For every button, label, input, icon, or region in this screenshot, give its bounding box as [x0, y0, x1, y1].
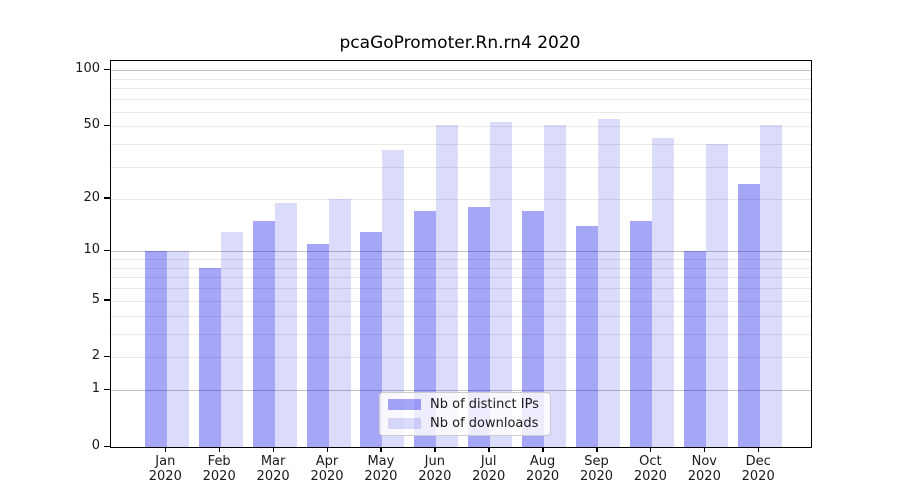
bar-downloads-feb — [220, 231, 243, 447]
x-tick-label-aug: Aug 2020 — [526, 454, 560, 484]
y-tick-mark — [104, 249, 110, 252]
gridline-minor — [111, 198, 811, 200]
bar-downloads-dec — [759, 124, 782, 447]
gridline-major — [111, 251, 811, 253]
y-tick-label: 100 — [75, 61, 100, 77]
gridline-minor — [111, 259, 811, 261]
bar-distinct-ips-jan — [144, 251, 167, 447]
gridline-minor — [111, 144, 811, 145]
y-tick-mark — [104, 68, 110, 71]
bar-distinct-ips-dec — [737, 184, 760, 447]
legend: Nb of distinct IPs Nb of downloads — [379, 392, 551, 436]
x-tick-mark — [434, 447, 436, 452]
gridline-minor — [111, 166, 811, 168]
x-tick-label-sep: Sep 2020 — [579, 454, 614, 484]
legend-label-distinct-ips: Nb of distinct IPs — [430, 397, 539, 412]
y-tick-mark — [104, 355, 110, 358]
gridline-minor — [111, 88, 811, 90]
bar-downloads-jan — [166, 251, 189, 447]
gridline-major — [111, 390, 811, 392]
bar-distinct-ips-jun — [414, 211, 437, 447]
bar-distinct-ips-jul — [468, 206, 491, 447]
bar-downloads-may — [382, 150, 405, 447]
x-tick-mark — [488, 447, 490, 452]
y-tick-label: 20 — [83, 189, 100, 205]
bar-downloads-jul — [490, 121, 513, 447]
x-tick-mark — [326, 447, 328, 452]
bar-downloads-sep — [598, 118, 620, 447]
y-tick-mark — [104, 197, 110, 199]
gridline-minor — [111, 277, 811, 279]
y-tick-label: 0 — [91, 438, 100, 453]
gridline-minor — [111, 288, 811, 290]
gridline-minor — [111, 300, 811, 302]
legend-item-distinct-ips: Nb of distinct IPs — [388, 397, 542, 412]
y-tick-label: 50 — [83, 117, 100, 133]
chart-title: pcaGoPromoter.Rn.rn4 2020 — [339, 33, 581, 53]
y-tick-label: 2 — [91, 348, 100, 364]
legend-swatch-downloads — [388, 418, 421, 429]
gridline-minor — [111, 333, 811, 335]
bar-downloads-apr — [328, 198, 351, 447]
x-tick-mark — [757, 447, 760, 452]
gridline-minor — [111, 267, 811, 269]
legend-swatch-distinct-ips — [388, 399, 421, 410]
legend-item-downloads: Nb of downloads — [388, 416, 542, 431]
bar-distinct-ips-oct — [629, 220, 652, 447]
x-tick-label-jan: Jan 2020 — [148, 454, 182, 484]
x-tick-label-apr: Apr 2020 — [310, 454, 344, 484]
x-tick-mark — [596, 447, 598, 452]
y-tick-mark — [104, 388, 110, 391]
x-tick-mark — [703, 447, 706, 452]
bar-distinct-ips-apr — [306, 244, 329, 447]
x-tick-mark — [164, 447, 167, 452]
x-tick-label-oct: Oct 2020 — [633, 454, 667, 484]
y-tick-label: 1 — [91, 381, 100, 397]
bar-downloads-nov — [705, 144, 728, 447]
gridline-minor — [111, 126, 811, 128]
x-tick-label-feb: Feb 2020 — [202, 454, 236, 484]
x-tick-label-may: May 2020 — [364, 454, 398, 484]
gridline-minor — [111, 99, 811, 101]
gridline-major — [111, 70, 811, 72]
bar-distinct-ips-sep — [576, 226, 598, 447]
y-tick-mark — [104, 445, 110, 447]
y-tick-mark — [104, 299, 110, 301]
bar-distinct-ips-mar — [252, 220, 275, 447]
bar-downloads-aug — [544, 124, 567, 447]
bar-downloads-mar — [274, 202, 297, 447]
x-tick-label-jun: Jun 2020 — [418, 454, 452, 484]
bar-downloads-jun — [436, 124, 459, 447]
gridline-minor — [111, 315, 811, 317]
bar-distinct-ips-nov — [683, 251, 706, 447]
x-tick-mark — [542, 447, 544, 452]
bar-distinct-ips-may — [360, 231, 383, 447]
x-tick-label-jul: Jul 2020 — [472, 454, 506, 484]
gridline-minor — [111, 111, 811, 113]
bar-downloads-oct — [651, 138, 674, 447]
gridline-minor — [111, 78, 811, 80]
gridline-minor — [111, 357, 811, 359]
y-tick-label: 5 — [91, 291, 100, 307]
x-tick-label-dec: Dec 2020 — [741, 454, 775, 484]
legend-label-downloads: Nb of downloads — [430, 416, 539, 431]
x-tick-mark — [649, 447, 652, 452]
x-tick-mark — [218, 447, 221, 452]
plot-area: Nb of distinct IPs Nb of downloads — [110, 60, 812, 448]
y-tick-label: 10 — [83, 242, 100, 258]
bar-distinct-ips-aug — [522, 211, 545, 447]
x-tick-label-mar: Mar 2020 — [256, 454, 290, 484]
x-tick-label-nov: Nov 2020 — [687, 454, 721, 484]
x-tick-mark — [380, 447, 382, 452]
x-tick-mark — [272, 447, 275, 452]
y-tick-mark — [104, 124, 110, 127]
bar-distinct-ips-feb — [198, 267, 221, 447]
